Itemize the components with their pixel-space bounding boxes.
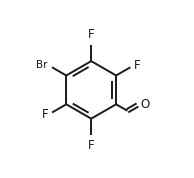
Text: O: O bbox=[140, 98, 150, 111]
Text: F: F bbox=[88, 28, 94, 41]
Text: Br: Br bbox=[36, 60, 48, 70]
Text: F: F bbox=[133, 59, 140, 72]
Text: F: F bbox=[42, 108, 49, 121]
Text: F: F bbox=[88, 139, 94, 152]
